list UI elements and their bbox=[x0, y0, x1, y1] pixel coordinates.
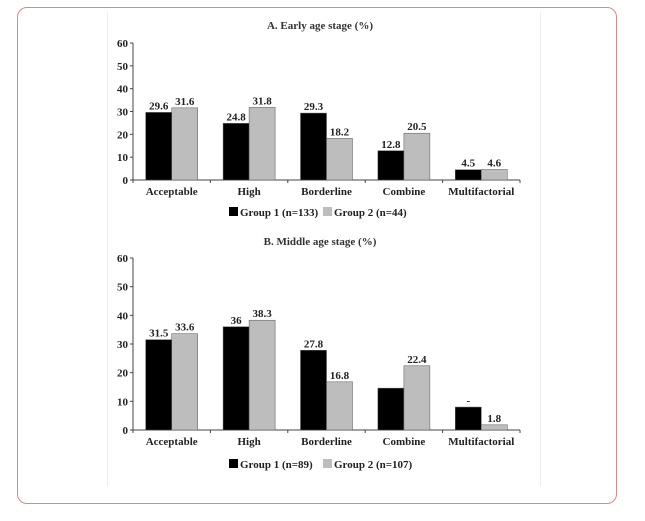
bar-group2 bbox=[326, 381, 353, 431]
data-label: 1.8 bbox=[487, 413, 501, 425]
category-label: Borderline bbox=[301, 186, 352, 198]
data-label: 38.3 bbox=[252, 308, 272, 320]
y-tick-label: 20 bbox=[117, 368, 129, 380]
category-label: High bbox=[237, 186, 260, 198]
bar-group2 bbox=[171, 333, 198, 431]
bar-group2 bbox=[248, 319, 276, 431]
bar-group1 bbox=[222, 123, 250, 181]
bar-group1 bbox=[145, 112, 172, 181]
category-label: Combine bbox=[383, 436, 426, 448]
chart-title: B. Middle age stage (%) bbox=[264, 236, 377, 248]
data-label: 24.8 bbox=[226, 111, 246, 123]
y-tick-label: 40 bbox=[117, 310, 129, 322]
data-label: 33.6 bbox=[175, 322, 195, 334]
category-label: Combine bbox=[383, 186, 426, 198]
category-label: Multifactorial bbox=[448, 186, 514, 198]
legend-label-group1: Group 1 (n=89) bbox=[240, 459, 313, 471]
y-tick-label: 30 bbox=[117, 107, 129, 119]
data-label: 31.8 bbox=[252, 95, 272, 107]
data-label: 27.8 bbox=[304, 338, 324, 350]
bar-group1 bbox=[145, 339, 172, 431]
bar-group2 bbox=[403, 132, 431, 181]
y-tick-label: 50 bbox=[117, 282, 129, 294]
legend-swatch-group2 bbox=[323, 207, 332, 216]
chart-title: A. Early age stage (%) bbox=[267, 20, 373, 32]
legend-swatch-group1 bbox=[229, 459, 238, 468]
data-label: 20.5 bbox=[407, 121, 427, 133]
y-tick-label: 40 bbox=[117, 84, 129, 96]
chart-middle-age: B. Middle age stage (%) 0 10 20 30 40 50 60 Acce… bbox=[117, 236, 521, 471]
data-label: 31.6 bbox=[175, 96, 195, 108]
bar-group1 bbox=[455, 406, 482, 431]
category-label: Borderline bbox=[301, 436, 352, 448]
bar-group1 bbox=[222, 326, 250, 431]
category-label: Acceptable bbox=[146, 436, 198, 448]
y-tick-label: 50 bbox=[117, 61, 129, 73]
legend-label-group1: Group 1 (n=133) bbox=[240, 207, 319, 219]
category-label: Multifactorial bbox=[448, 436, 514, 448]
legend-label-group2: Group 2 (n=44) bbox=[334, 207, 407, 219]
data-label: 22.4 bbox=[407, 354, 427, 366]
data-label: 18.2 bbox=[330, 126, 350, 138]
bar-group2 bbox=[171, 107, 198, 181]
y-tick-label: 10 bbox=[117, 152, 129, 164]
category-label: Acceptable bbox=[146, 186, 198, 198]
bar-group2 bbox=[481, 169, 508, 181]
bar-group2 bbox=[326, 138, 353, 181]
bar-group1 bbox=[300, 112, 327, 181]
data-label: 12.8 bbox=[381, 139, 401, 151]
chart-early-age: A. Early age stage (%) 0 10 20 30 40 50 60 Accep… bbox=[117, 20, 521, 219]
figure-frame bbox=[17, 7, 617, 504]
data-label: 36 bbox=[231, 315, 243, 327]
bar-group1 bbox=[377, 150, 405, 181]
data-label: 29.3 bbox=[304, 101, 324, 113]
y-tick-label: 60 bbox=[117, 253, 129, 265]
category-label: High bbox=[237, 436, 260, 448]
bar-group2 bbox=[248, 107, 276, 181]
y-tick-label: 10 bbox=[117, 396, 129, 408]
data-label: 16.8 bbox=[330, 370, 350, 382]
data-label: 29.6 bbox=[149, 100, 169, 112]
legend-label-group2: Group 2 (n=107) bbox=[334, 459, 413, 471]
data-label: 31.5 bbox=[149, 328, 169, 340]
legend-swatch-group2 bbox=[323, 459, 332, 468]
y-tick-label: 0 bbox=[123, 175, 129, 187]
bar-group1 bbox=[377, 387, 405, 431]
y-tick-label: 60 bbox=[117, 38, 129, 50]
y-tick-label: 0 bbox=[123, 425, 129, 437]
y-tick-label: 20 bbox=[117, 129, 129, 141]
bar-group1 bbox=[300, 350, 327, 431]
bar-group2 bbox=[403, 365, 431, 431]
bar-group2 bbox=[481, 424, 508, 431]
legend-swatch-group1 bbox=[229, 207, 238, 216]
data-label: - bbox=[466, 395, 470, 407]
bar-group1 bbox=[455, 169, 482, 181]
y-tick-label: 30 bbox=[117, 339, 129, 351]
data-label: 4.5 bbox=[461, 158, 475, 170]
data-label: 4.6 bbox=[487, 157, 501, 169]
